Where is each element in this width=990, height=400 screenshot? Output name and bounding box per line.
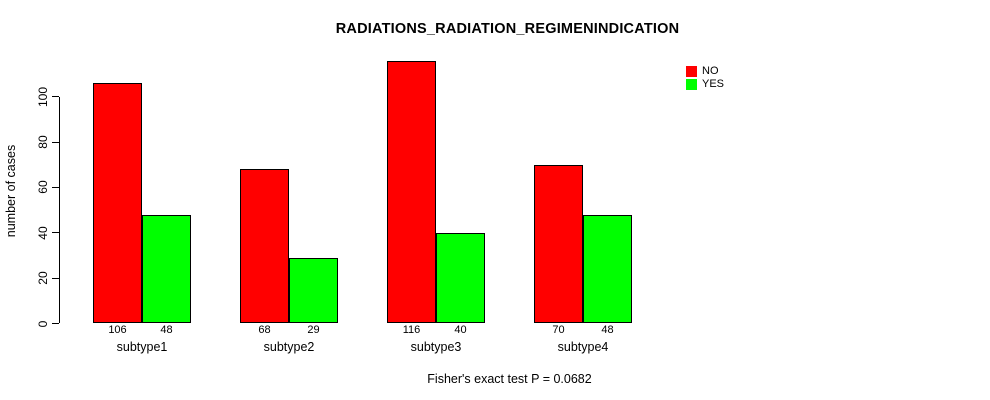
bar-value-label: 116 xyxy=(402,324,421,336)
bar-value-label: 40 xyxy=(454,324,467,336)
category-label: subtype1 xyxy=(116,340,168,354)
y-tick-mark xyxy=(52,323,59,324)
category-label: subtype3 xyxy=(410,340,462,354)
bar-yes-subtype3 xyxy=(436,232,485,324)
y-axis-label: number of cases xyxy=(4,144,18,238)
y-tick-mark xyxy=(52,141,59,143)
category-label: subtype4 xyxy=(557,340,609,354)
bar-value-label: 48 xyxy=(160,324,173,336)
y-tick-label: 80 xyxy=(36,135,50,149)
bar-no-subtype3 xyxy=(387,60,436,324)
category-label: subtype2 xyxy=(263,340,315,354)
bar-value-label: 48 xyxy=(601,324,614,336)
legend-entry-no: NO xyxy=(686,66,724,77)
legend-swatch-no xyxy=(686,66,697,77)
bar-no-subtype1 xyxy=(93,83,142,324)
bar-value-label: 68 xyxy=(258,324,271,336)
bar-value-label: 70 xyxy=(552,324,565,336)
bar-no-subtype2 xyxy=(240,169,289,324)
bar-value-label: 29 xyxy=(307,324,320,336)
y-tick-label: 100 xyxy=(36,86,50,107)
y-tick-mark xyxy=(52,232,59,234)
bar-yes-subtype2 xyxy=(289,257,338,324)
y-tick-mark xyxy=(52,277,59,279)
y-tick-label: 0 xyxy=(36,320,50,327)
legend: NO YES xyxy=(686,66,724,90)
y-tick-label: 20 xyxy=(36,271,50,285)
legend-label-yes: YES xyxy=(702,78,725,90)
legend-entry-yes: YES xyxy=(686,79,724,90)
chart-title: RADIATIONS_RADIATION_REGIMENINDICATION xyxy=(335,21,680,37)
bar-yes-subtype1 xyxy=(142,214,191,324)
fisher-test-annotation: Fisher's exact test P = 0.0682 xyxy=(427,372,592,386)
y-tick-label: 40 xyxy=(36,226,50,240)
legend-label-no: NO xyxy=(702,65,719,77)
bar-value-label: 106 xyxy=(108,324,127,336)
y-tick-mark xyxy=(52,96,59,98)
y-axis-line xyxy=(59,96,60,324)
bar-yes-subtype4 xyxy=(583,214,632,324)
y-tick-mark xyxy=(52,186,59,188)
y-tick-label: 60 xyxy=(36,180,50,195)
legend-swatch-yes xyxy=(686,79,697,90)
bar-no-subtype4 xyxy=(534,164,583,324)
